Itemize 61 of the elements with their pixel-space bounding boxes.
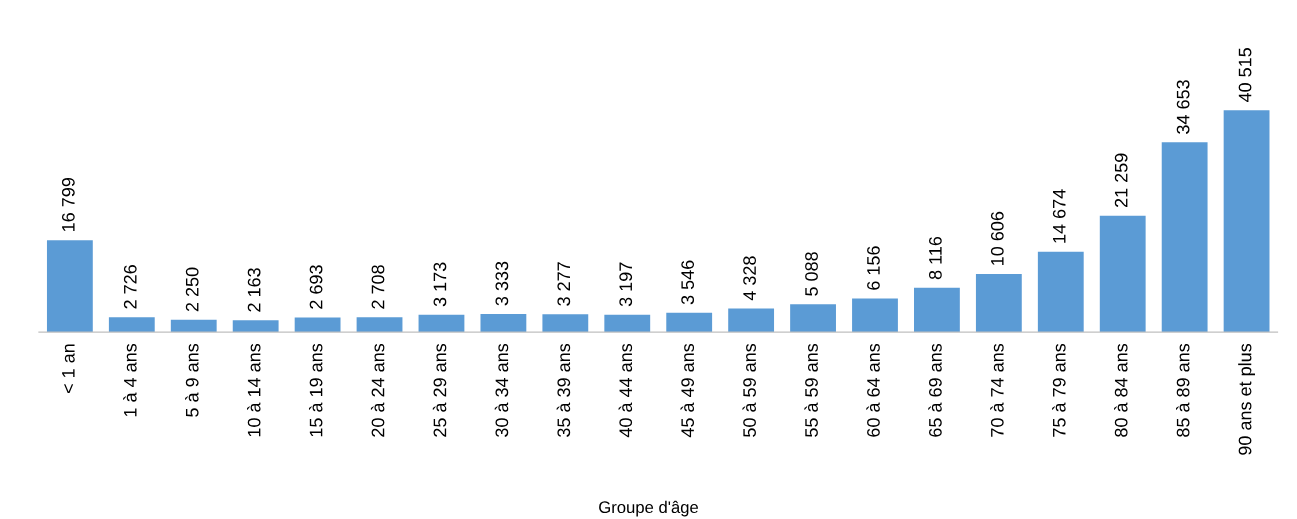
bar (914, 287, 960, 333)
data-label: 3 173 (433, 262, 447, 307)
x-tick-label: 30 à 34 ans (494, 343, 509, 437)
x-tick-label: 20 à 24 ans (370, 343, 385, 437)
x-tick-label: 55 à 59 ans (804, 343, 818, 437)
bar (666, 312, 713, 333)
x-tick-label: 50 à 59 ans (742, 343, 756, 437)
x-tick-label: 90 ans et plus (1238, 343, 1255, 455)
bar (975, 274, 1022, 333)
data-label: 3 333 (495, 261, 509, 306)
x-tick-label: 40 à 44 ans (618, 343, 633, 438)
bar (542, 314, 589, 333)
data-label: 2 726 (123, 265, 137, 309)
bar (604, 314, 651, 333)
data-label: 8 116 (928, 236, 942, 280)
x-tick-label: 75 à 79 ans (1052, 343, 1066, 437)
bar (1223, 110, 1270, 333)
data-label: 2 163 (247, 268, 261, 312)
x-tick-label: 35 à 39 ans (556, 343, 571, 437)
data-label: 3 197 (619, 262, 633, 307)
data-label: 21 259 (1114, 153, 1128, 208)
data-label: 3 546 (681, 260, 695, 305)
x-tick-label: 45 à 49 ans (680, 343, 695, 438)
bar (294, 317, 341, 333)
x-tick-label: 25 à 29 ans (432, 343, 447, 437)
bar (1037, 251, 1084, 333)
bar (356, 317, 403, 333)
x-tick-label: 15 à 19 ans (308, 343, 323, 437)
data-label: 3 277 (557, 262, 571, 306)
data-label: 2 250 (185, 267, 199, 312)
data-label: 6 156 (867, 246, 880, 290)
bar (728, 308, 775, 333)
data-label: 16 799 (61, 178, 75, 231)
data-label: 2 693 (309, 265, 323, 309)
x-axis-title: Groupe d'âge (599, 500, 698, 517)
x-tick-label: 60 à 64 ans (866, 343, 880, 437)
x-tick-label: 70 à 74 ans (990, 343, 1004, 437)
bar (232, 320, 279, 333)
x-tick-label: 65 à 69 ans (928, 343, 942, 437)
bar (418, 314, 465, 333)
x-tick-label: 85 à 89 ans (1176, 343, 1190, 437)
data-label: 5 088 (805, 252, 818, 296)
data-label: 14 674 (1052, 189, 1066, 243)
bar (852, 298, 898, 333)
data-label: 34 653 (1176, 80, 1190, 134)
bar (46, 240, 93, 333)
data-label: 2 708 (371, 265, 385, 309)
data-label: 4 328 (743, 256, 756, 301)
bar (170, 319, 217, 333)
bar (108, 317, 155, 333)
data-label: 40 515 (1238, 48, 1252, 103)
x-tick-label: < 1 an (62, 344, 75, 394)
x-tick-label: 5 à 9 ans (185, 343, 199, 417)
x-tick-label: 80 à 84 ans (1114, 343, 1128, 437)
x-tick-label: 1 à 4 ans (123, 343, 137, 417)
x-tick-label: 10 à 14 ans (247, 343, 261, 437)
data-label: 10 606 (990, 211, 1004, 265)
bar (1161, 142, 1208, 333)
bar (1099, 215, 1146, 333)
bar (480, 313, 527, 333)
bar (790, 304, 836, 333)
